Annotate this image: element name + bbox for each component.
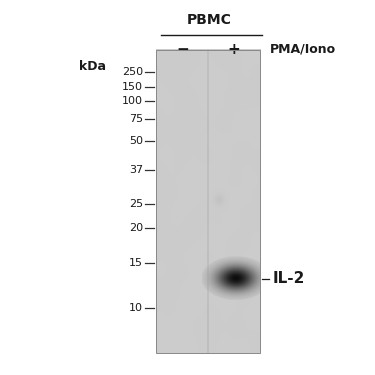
Text: PMA/Iono: PMA/Iono xyxy=(269,42,336,56)
Text: 20: 20 xyxy=(129,223,143,233)
Text: 75: 75 xyxy=(129,114,143,124)
Text: −: − xyxy=(177,42,189,57)
Text: 150: 150 xyxy=(122,82,143,92)
Text: 250: 250 xyxy=(122,67,143,77)
Text: 25: 25 xyxy=(129,199,143,209)
Text: +: + xyxy=(228,42,240,57)
Bar xyxy=(156,50,260,353)
Text: 100: 100 xyxy=(122,96,143,106)
Text: kDa: kDa xyxy=(79,60,106,73)
Text: 10: 10 xyxy=(129,303,143,313)
Text: IL-2: IL-2 xyxy=(273,271,306,286)
Text: 15: 15 xyxy=(129,258,143,268)
Text: PBMC: PBMC xyxy=(186,13,231,27)
Text: 50: 50 xyxy=(129,136,143,146)
Text: 37: 37 xyxy=(129,165,143,175)
